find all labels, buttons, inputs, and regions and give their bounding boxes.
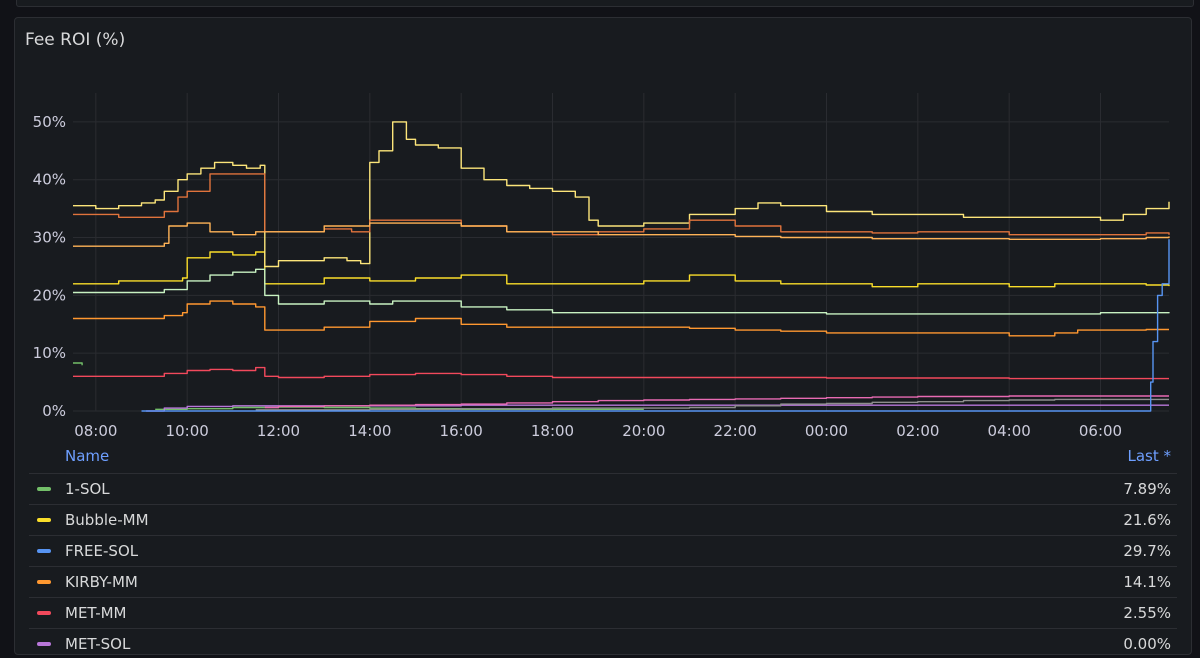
series-line bbox=[141, 239, 1170, 412]
y-tick-label: 20% bbox=[33, 286, 66, 304]
legend-series-name: MET-SOL bbox=[65, 635, 131, 653]
panel-title[interactable]: Fee ROI (%) bbox=[25, 30, 126, 50]
y-tick-label: 10% bbox=[33, 344, 66, 362]
legend-last-value: 21.6% bbox=[1123, 511, 1171, 529]
series-line bbox=[73, 366, 1169, 380]
y-tick-label: 40% bbox=[33, 171, 66, 189]
series-line bbox=[73, 268, 1170, 315]
series-line bbox=[264, 395, 1169, 409]
legend-series-name: FREE-SOL bbox=[65, 542, 139, 560]
legend-rows: 1-SOL 7.89% Bubble-MM 21.6% FREE-SOL 29.7% KIR… bbox=[29, 474, 1177, 654]
legend-last-value: 29.7% bbox=[1123, 542, 1171, 560]
previous-panel-edge bbox=[16, 0, 1194, 7]
x-tick-label: 20:00 bbox=[622, 422, 665, 440]
legend-series: KIRBY-MM bbox=[29, 573, 138, 591]
legend-name-header[interactable]: Name bbox=[65, 447, 110, 465]
legend-row[interactable]: FREE-SOL 29.7% bbox=[29, 536, 1177, 567]
legend-row[interactable]: MET-SOL 0.00% bbox=[29, 629, 1177, 654]
x-tick-label: 12:00 bbox=[257, 422, 300, 440]
series-color-swatch bbox=[37, 518, 51, 522]
legend-series-name: 1-SOL bbox=[65, 480, 110, 498]
legend-table: Name Last * 1-SOL 7.89% Bubble-MM 21.6% FREE… bbox=[29, 443, 1177, 654]
series-line bbox=[255, 398, 1169, 411]
x-tick-label: 10:00 bbox=[166, 422, 209, 440]
legend-row[interactable]: Bubble-MM 21.6% bbox=[29, 505, 1177, 536]
timeseries-panel: Fee ROI (%) 0% 10% 20% 30% 40% 50% 08:00 10:00 1… bbox=[14, 17, 1192, 655]
legend-row[interactable]: KIRBY-MM 14.1% bbox=[29, 567, 1177, 598]
legend-row[interactable]: MET-MM 2.55% bbox=[29, 598, 1177, 629]
legend-last-value: 7.89% bbox=[1123, 480, 1171, 498]
x-tick-label: 00:00 bbox=[805, 422, 848, 440]
series-line bbox=[73, 300, 1169, 337]
legend-series-name: MET-MM bbox=[65, 604, 127, 622]
series-line bbox=[73, 362, 83, 366]
legend-series: Bubble-MM bbox=[29, 511, 149, 529]
x-tick-label: 18:00 bbox=[531, 422, 574, 440]
legend-last-header[interactable]: Last * bbox=[1127, 447, 1171, 465]
legend-row[interactable]: 1-SOL 7.89% bbox=[29, 474, 1177, 505]
x-tick-label: 06:00 bbox=[1079, 422, 1122, 440]
y-tick-label: 50% bbox=[33, 113, 66, 131]
legend-series: 1-SOL bbox=[29, 480, 110, 498]
legend-series-name: Bubble-MM bbox=[65, 511, 149, 529]
series-color-swatch bbox=[37, 549, 51, 553]
series-color-swatch bbox=[37, 487, 51, 491]
legend-series: FREE-SOL bbox=[29, 542, 138, 560]
legend-last-value: 2.55% bbox=[1123, 604, 1171, 622]
series-line bbox=[73, 121, 1170, 268]
series-color-swatch bbox=[37, 580, 51, 584]
y-tick-label: 30% bbox=[33, 229, 66, 247]
series-line bbox=[146, 404, 1169, 412]
legend-header: Name Last * bbox=[29, 443, 1177, 474]
legend-series-name: KIRBY-MM bbox=[65, 573, 138, 591]
series-line bbox=[73, 222, 1170, 247]
legend-last-value: 14.1% bbox=[1123, 573, 1171, 591]
x-tick-label: 04:00 bbox=[988, 422, 1031, 440]
series-color-swatch bbox=[37, 642, 51, 646]
y-tick-label: 0% bbox=[42, 402, 66, 420]
legend-last-value: 0.00% bbox=[1123, 635, 1171, 653]
legend-series: MET-MM bbox=[29, 604, 127, 622]
line-chart[interactable]: 0% 10% 20% 30% 40% 50% 08:00 10:00 12:00 14:00 16:… bbox=[15, 18, 1191, 448]
x-tick-label: 14:00 bbox=[348, 422, 391, 440]
x-tick-label: 16:00 bbox=[440, 422, 483, 440]
series-line bbox=[73, 251, 1170, 288]
series-color-swatch bbox=[37, 611, 51, 615]
x-tick-label: 22:00 bbox=[714, 422, 757, 440]
legend-series: MET-SOL bbox=[29, 635, 130, 653]
x-tick-label: 02:00 bbox=[896, 422, 939, 440]
x-tick-label: 08:00 bbox=[74, 422, 117, 440]
